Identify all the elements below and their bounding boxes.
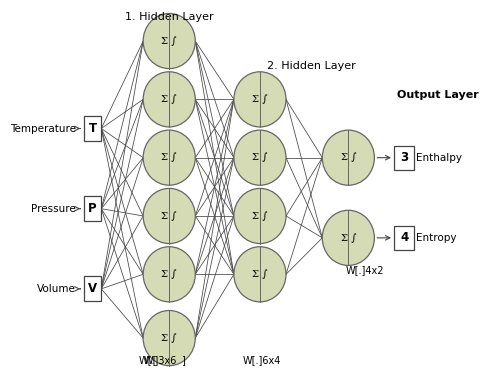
Text: 4: 4 (400, 231, 408, 244)
Ellipse shape (143, 72, 196, 127)
FancyBboxPatch shape (394, 226, 414, 250)
Text: ·: · (160, 356, 162, 366)
Text: Σ ∫: Σ ∫ (252, 211, 268, 221)
FancyBboxPatch shape (84, 276, 102, 301)
Text: Entropy: Entropy (416, 233, 457, 243)
Ellipse shape (143, 130, 196, 185)
Text: 1. Hidden Layer: 1. Hidden Layer (125, 12, 214, 22)
Text: 3: 3 (400, 151, 408, 164)
Ellipse shape (234, 130, 286, 185)
Text: V: V (88, 282, 97, 295)
Text: Σ ∫: Σ ∫ (162, 333, 177, 343)
Text: Output Layer: Output Layer (397, 90, 479, 100)
Ellipse shape (234, 188, 286, 243)
Text: Σ ∫: Σ ∫ (162, 95, 177, 104)
Text: P: P (88, 202, 97, 215)
Ellipse shape (143, 188, 196, 243)
Ellipse shape (322, 130, 374, 185)
FancyBboxPatch shape (394, 146, 414, 169)
Text: Σ ∫: Σ ∫ (340, 233, 356, 243)
Text: W[.]3x6: W[.]3x6 (138, 356, 177, 366)
Text: W[: W[ (144, 356, 158, 366)
Text: Σ ∫: Σ ∫ (252, 269, 268, 279)
Text: ]: ] (181, 356, 184, 366)
Text: Σ ∫: Σ ∫ (162, 36, 177, 46)
Ellipse shape (234, 72, 286, 127)
Text: Σ ∫: Σ ∫ (162, 211, 177, 221)
Text: Σ ∫: Σ ∫ (252, 95, 268, 104)
FancyBboxPatch shape (84, 196, 102, 221)
Text: Pressure: Pressure (32, 204, 76, 214)
FancyBboxPatch shape (84, 116, 102, 141)
Text: Σ ∫: Σ ∫ (252, 153, 268, 162)
Ellipse shape (322, 210, 374, 265)
Text: Enthalpy: Enthalpy (416, 153, 463, 163)
Text: Σ ∫: Σ ∫ (162, 153, 177, 162)
Text: Σ ∫: Σ ∫ (162, 269, 177, 279)
Text: T: T (88, 122, 96, 135)
Text: 2. Hidden Layer: 2. Hidden Layer (267, 61, 356, 71)
Ellipse shape (143, 13, 196, 68)
Text: Temperature: Temperature (10, 124, 76, 134)
Ellipse shape (143, 310, 196, 366)
Text: W[.]4x2: W[.]4x2 (346, 265, 384, 275)
Text: Σ ∫: Σ ∫ (340, 153, 356, 162)
Text: Volume: Volume (38, 284, 76, 294)
Text: W[.]6x4: W[.]6x4 (243, 356, 282, 366)
Ellipse shape (234, 247, 286, 302)
Ellipse shape (143, 247, 196, 302)
